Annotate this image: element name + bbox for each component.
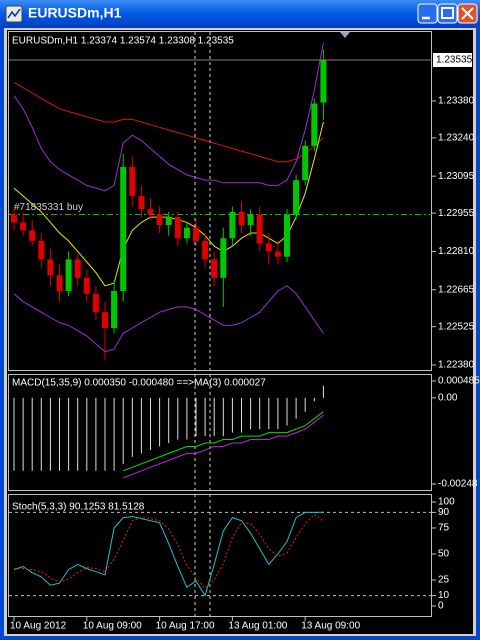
candle-body <box>65 259 72 292</box>
candle-body <box>102 312 108 329</box>
stoch-panel-title: Stoch(5,3,3) 90.1253 81.5128 <box>12 502 145 513</box>
candle-body <box>11 214 17 223</box>
candle-body <box>302 145 309 181</box>
candle-body <box>247 214 254 226</box>
main-panel-title: EURUSDm,H1 1.23374 1.23574 1.23308 1.235… <box>12 36 234 47</box>
candle-body <box>220 238 227 278</box>
candle-body <box>193 227 199 241</box>
candle-body <box>174 217 181 239</box>
candle-body <box>211 259 218 278</box>
candle-body <box>138 195 145 210</box>
x-tick-label: 10 Aug 17:00 <box>156 621 215 632</box>
indicator-line <box>123 414 324 479</box>
indicator-line <box>13 285 324 353</box>
candle-body <box>320 59 327 103</box>
title-bar <box>0 0 480 28</box>
window-title: EURUSDm,H1 <box>28 5 122 21</box>
candle-body <box>147 209 154 215</box>
close-glyph <box>461 7 474 20</box>
current-price-label: 1.23535 <box>436 55 473 66</box>
y-tick-label: 1.22810 <box>438 246 475 257</box>
candle-body <box>274 251 281 257</box>
candle-body <box>202 240 209 260</box>
candle-body <box>265 243 272 252</box>
candle-body <box>311 103 318 146</box>
candle-body <box>56 275 63 292</box>
y-tick-label: 1.22525 <box>438 321 475 332</box>
candle-body <box>156 214 163 226</box>
maximize-glyph <box>441 7 454 19</box>
indicator-line <box>13 42 324 192</box>
candle-body <box>284 214 290 257</box>
x-tick-label: 10 Aug 09:00 <box>83 621 142 632</box>
y-tick-label: 50 <box>438 549 450 560</box>
candle-body <box>38 240 45 260</box>
y-tick-label: 0.00 <box>438 392 458 403</box>
main-panel-frame <box>8 31 432 371</box>
y-tick-label: 1.22665 <box>438 284 475 295</box>
x-tick-label: 13 Aug 09:00 <box>301 621 360 632</box>
x-tick-label: 13 Aug 01:00 <box>228 621 287 632</box>
candle-body <box>47 259 54 276</box>
y-tick-label: 75 <box>438 523 450 534</box>
current-price-box <box>433 52 472 67</box>
indicator-line <box>13 511 324 597</box>
indicator-line <box>13 81 324 163</box>
y-tick-label: 0.000485 <box>438 376 480 387</box>
candle-body <box>74 259 81 278</box>
y-tick-label: 1.23240 <box>438 133 475 144</box>
x-tick-label: 10 Aug 2012 <box>10 621 67 632</box>
y-tick-label: 25 <box>438 575 450 586</box>
minimize-button[interactable] <box>417 3 438 24</box>
y-tick-label: -0.00248 <box>438 479 478 490</box>
candle-body <box>111 291 118 329</box>
window-icon-glyph <box>7 8 21 19</box>
y-tick-label: 10 <box>438 590 450 601</box>
candle-body <box>238 211 245 226</box>
candle-body <box>129 166 136 196</box>
candle-body <box>20 222 27 231</box>
y-tick-label: 1.22380 <box>438 360 475 371</box>
y-tick-label: 1.23380 <box>438 96 475 107</box>
y-tick-label: 90 <box>438 507 450 518</box>
window-buttons[interactable] <box>417 3 478 24</box>
candle-body <box>120 166 127 292</box>
candle-body <box>229 211 236 239</box>
y-tick-label: 1.22955 <box>438 208 475 219</box>
order-label: #71835331 buy <box>14 202 83 213</box>
candle-body <box>183 227 190 239</box>
candle-body <box>293 180 300 215</box>
stoch-panel-frame <box>8 494 432 617</box>
chart-background <box>7 30 473 634</box>
macd-panel-frame <box>8 374 432 491</box>
maximize-button[interactable] <box>437 3 458 24</box>
y-tick-label: 1.23095 <box>438 171 475 182</box>
y-tick-label: 0 <box>438 601 444 612</box>
indicator-line <box>14 513 324 590</box>
plot-layer: 1.22380 1.22525 1.22665 1.22810 1.22955 1.230… <box>9 42 480 632</box>
candle-body <box>165 217 172 226</box>
candle-body <box>92 293 99 313</box>
macd-panel-title: MACD(15,35,9) 0.000350 -0.000480 ==>MA(3… <box>12 378 266 389</box>
candle-body <box>29 230 36 241</box>
candle-body <box>83 277 90 294</box>
y-tick-label: 100 <box>438 497 455 508</box>
shift-marker <box>340 32 350 38</box>
indicator-line <box>123 411 324 472</box>
candle-body <box>256 214 263 244</box>
